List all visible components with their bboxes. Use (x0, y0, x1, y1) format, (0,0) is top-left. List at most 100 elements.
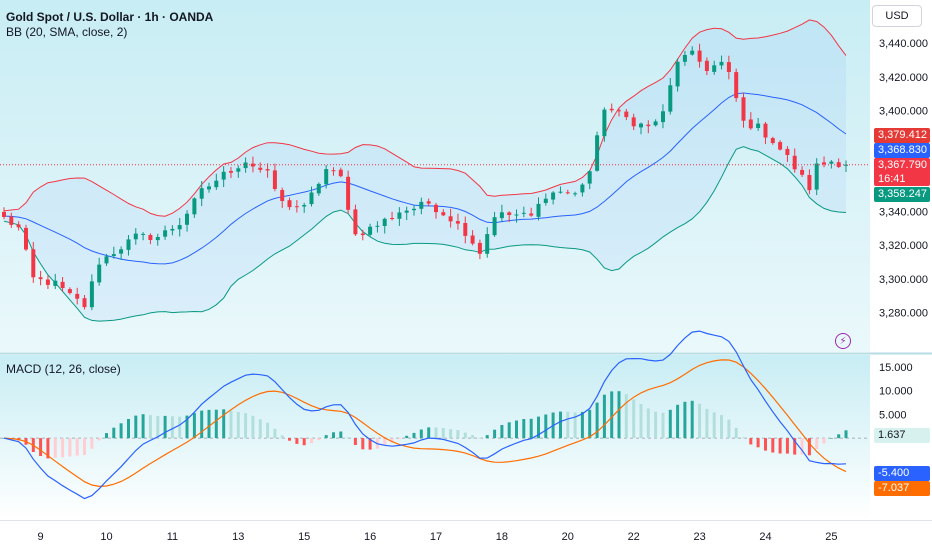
symbol-title[interactable]: Gold Spot / U.S. Dollar · 1h · OANDA (6, 10, 214, 24)
currency-button[interactable]: USD (872, 5, 922, 27)
candle[interactable] (412, 204, 416, 216)
candle[interactable] (280, 187, 285, 208)
candle[interactable] (800, 166, 805, 178)
candle[interactable] (844, 160, 848, 173)
candle[interactable] (822, 156, 826, 168)
candle[interactable] (785, 146, 790, 162)
candle[interactable] (704, 57, 709, 76)
bb-basis-line[interactable] (3, 92, 847, 265)
candle[interactable] (302, 202, 307, 213)
candle[interactable] (792, 148, 797, 173)
candle[interactable] (185, 210, 189, 232)
candle[interactable] (499, 204, 504, 222)
candle[interactable] (331, 167, 336, 176)
candle[interactable] (243, 157, 248, 173)
candle[interactable] (712, 60, 717, 75)
candle[interactable] (207, 182, 211, 193)
candle[interactable] (595, 131, 600, 172)
candle[interactable] (192, 197, 197, 218)
candle[interactable] (89, 274, 94, 311)
candle[interactable] (272, 163, 277, 192)
candle[interactable] (668, 78, 673, 115)
candle[interactable] (214, 173, 219, 191)
candle[interactable] (734, 68, 739, 102)
candle[interactable] (346, 170, 351, 214)
candle[interactable] (258, 162, 263, 173)
candle[interactable] (360, 229, 365, 241)
candle[interactable] (148, 233, 153, 245)
candle[interactable] (163, 225, 168, 240)
candle[interactable] (448, 208, 453, 228)
candle[interactable] (97, 257, 102, 286)
candle[interactable] (770, 136, 775, 145)
candle[interactable] (177, 218, 182, 237)
candle[interactable] (492, 211, 497, 237)
candle[interactable] (609, 103, 614, 113)
candle[interactable] (477, 239, 482, 260)
candle[interactable] (368, 223, 373, 237)
candle[interactable] (573, 191, 578, 197)
candle[interactable] (565, 189, 570, 195)
candle[interactable] (426, 198, 431, 207)
candle[interactable] (814, 158, 819, 196)
candle[interactable] (119, 246, 124, 260)
candle[interactable] (141, 232, 146, 241)
candle[interactable] (807, 169, 812, 195)
candle[interactable] (661, 104, 665, 129)
candle[interactable] (126, 235, 131, 256)
candle[interactable] (529, 207, 534, 217)
bb-upper-line[interactable] (3, 19, 847, 217)
candle[interactable] (404, 206, 409, 221)
candle[interactable] (587, 169, 592, 190)
candle[interactable] (338, 167, 343, 178)
candle[interactable] (521, 206, 526, 218)
candle[interactable] (155, 233, 160, 246)
candle[interactable] (551, 191, 556, 205)
candle[interactable] (470, 230, 475, 246)
macd-legend[interactable]: MACD (12, 26, close) (6, 362, 121, 376)
candle[interactable] (543, 193, 548, 206)
candle[interactable] (455, 213, 460, 230)
candle[interactable] (697, 43, 702, 68)
candle[interactable] (675, 58, 680, 92)
candle[interactable] (580, 183, 585, 197)
candle[interactable] (602, 107, 607, 142)
candle[interactable] (631, 113, 636, 131)
candle[interactable] (778, 140, 783, 151)
candle[interactable] (624, 108, 629, 121)
candle[interactable] (617, 107, 621, 117)
candle[interactable] (741, 92, 746, 128)
candle[interactable] (67, 287, 72, 295)
candle[interactable] (104, 253, 109, 266)
bollinger-legend[interactable]: BB (20, SMA, close, 2) (6, 25, 128, 39)
candle[interactable] (265, 163, 270, 178)
candle[interactable] (316, 182, 321, 196)
candle[interactable] (236, 165, 241, 178)
candle[interactable] (485, 227, 490, 258)
candle[interactable] (375, 221, 380, 233)
candle[interactable] (397, 207, 402, 226)
candle[interactable] (836, 158, 841, 169)
candle[interactable] (221, 166, 226, 188)
candle[interactable] (45, 275, 50, 290)
candle[interactable] (646, 120, 651, 134)
candle[interactable] (507, 211, 512, 223)
candle[interactable] (133, 228, 138, 245)
candle[interactable] (558, 186, 563, 194)
candle[interactable] (748, 112, 753, 130)
candle[interactable] (229, 167, 233, 179)
candle[interactable] (353, 204, 358, 236)
candle[interactable] (463, 216, 468, 244)
candle[interactable] (434, 202, 438, 219)
candle[interactable] (16, 221, 21, 231)
candle[interactable] (53, 273, 58, 290)
candle[interactable] (719, 55, 724, 70)
candle[interactable] (60, 276, 65, 292)
candle[interactable] (9, 212, 14, 228)
bb-lower-line[interactable] (3, 146, 847, 322)
candle[interactable] (75, 287, 80, 305)
candle[interactable] (763, 121, 768, 145)
candle[interactable] (441, 209, 446, 217)
candle[interactable] (536, 197, 541, 221)
